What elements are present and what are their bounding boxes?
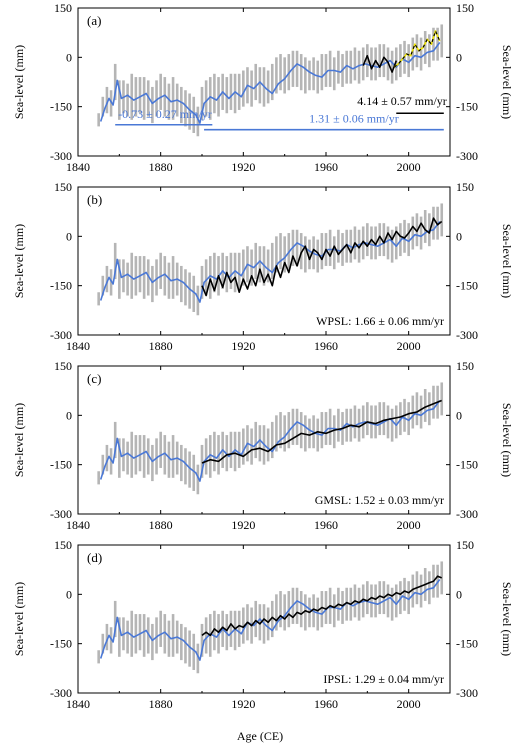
y-axis-title: Sea-level (mm): [12, 224, 26, 298]
y-axis-title-right: Sea-level (mm): [500, 403, 514, 477]
y-tick-label-right: 0: [456, 229, 462, 243]
y-tick-label: -300: [50, 149, 72, 163]
tide-gauge-line: [201, 399, 442, 464]
reconstruction-line: [99, 221, 441, 303]
x-tick-label: 1840: [66, 518, 90, 532]
x-tick-label: 2000: [397, 697, 421, 711]
x-tick-label: 2000: [397, 518, 421, 532]
y-tick-label-right: -300: [456, 149, 478, 163]
plot-frame: [77, 7, 451, 157]
y-tick-label-right: -150: [456, 279, 478, 293]
y-tick-label: 150: [54, 1, 72, 15]
x-tick-label: 1920: [231, 518, 255, 532]
x-tick-label: 1880: [149, 697, 173, 711]
y-tick-label: 0: [66, 50, 72, 64]
reconstruction-line: [99, 400, 441, 482]
rate-label: WPSL: 1.66 ± 0.06 mm/yr: [316, 314, 444, 328]
x-tick-label: 1880: [149, 518, 173, 532]
panel-label: (a): [87, 13, 101, 28]
panel-label: (c): [87, 371, 101, 386]
y-tick-label-right: 0: [456, 408, 462, 422]
y-tick-label: 150: [54, 359, 72, 373]
panel-c: 1840 1880 1920 1960 2000 -300 -300 -150 -150 0 0 15…: [12, 359, 514, 532]
x-tick-label: 1920: [231, 339, 255, 353]
x-tick-label: 1960: [314, 518, 338, 532]
y-tick-label-right: -300: [456, 507, 478, 521]
y-tick-label: 0: [66, 408, 72, 422]
tide-gauge-line: [201, 217, 443, 297]
tide-gauge-line: [362, 54, 398, 73]
y-tick-label: 0: [66, 229, 72, 243]
panel-label: (d): [87, 550, 102, 565]
panel-label: (b): [87, 192, 102, 207]
y-tick-label-right: -150: [456, 637, 478, 651]
y-tick-label: -150: [50, 458, 72, 472]
altimetry-dash-line: [393, 29, 441, 68]
y-tick-label: -300: [50, 328, 72, 342]
y-tick-label-right: -150: [456, 458, 478, 472]
rate-label: GMSL: 1.52 ± 0.03 mm/yr: [315, 493, 444, 507]
panel-a: 1840 1880 1920 1960 2000 -300 -300 -150 -150 0 0 15…: [12, 1, 514, 174]
y-axis-title: Sea-level (mm): [12, 403, 26, 477]
tide-gauge-line: [201, 575, 443, 637]
y-tick-label-right: 150: [456, 538, 474, 552]
reconstruction-line: [99, 579, 441, 661]
y-tick-label: -150: [50, 100, 72, 114]
y-tick-label: 150: [54, 538, 72, 552]
panel-b: 1840 1880 1920 1960 2000 -300 -300 -150 -150 0 0 15…: [12, 180, 514, 353]
y-tick-label-right: -300: [456, 328, 478, 342]
rate-label: IPSL: 1.29 ± 0.04 mm/yr: [323, 672, 444, 686]
x-tick-label: 1960: [314, 697, 338, 711]
x-tick-label: 2000: [397, 339, 421, 353]
y-axis-title: Sea-level (mm): [12, 45, 26, 119]
x-tick-label: 1920: [231, 697, 255, 711]
y-tick-label-right: 0: [456, 50, 462, 64]
y-tick-label: 150: [54, 180, 72, 194]
panel-d: 1840 1880 1920 1960 2000 -300 -300 -150 -150 0 0 15…: [12, 538, 514, 711]
y-tick-label-right: -150: [456, 100, 478, 114]
x-tick-label: 1880: [149, 160, 173, 174]
y-axis-title: Sea-level (mm): [12, 582, 26, 656]
plot-frame: [77, 365, 451, 515]
y-tick-label-right: 150: [456, 359, 474, 373]
y-tick-label: -300: [50, 686, 72, 700]
y-tick-label: -300: [50, 507, 72, 521]
x-tick-label: 1840: [66, 339, 90, 353]
y-axis-title-right: Sea-level (mm): [500, 582, 514, 656]
y-tick-label: 0: [66, 587, 72, 601]
y-tick-label-right: -300: [456, 686, 478, 700]
x-tick-label: 1880: [149, 339, 173, 353]
y-tick-label-right: 0: [456, 587, 462, 601]
rate-label: 1.31 ± 0.06 mm/yr: [309, 112, 399, 126]
y-axis-title-right: Sea-level (mm): [500, 45, 514, 119]
rate-label: -0.73 ± 0.27 mm/yr: [118, 107, 212, 121]
x-tick-label: 1960: [314, 160, 338, 174]
y-tick-label-right: 150: [456, 1, 474, 15]
plot-frame: [77, 186, 451, 336]
plot-frame: [77, 544, 451, 694]
rate-label: 4.14 ± 0.57 mm/yr: [357, 94, 447, 108]
x-tick-label: 1920: [231, 160, 255, 174]
y-tick-label: -150: [50, 637, 72, 651]
y-tick-label: -150: [50, 279, 72, 293]
y-tick-label-right: 150: [456, 180, 474, 194]
x-tick-label: 1840: [66, 697, 90, 711]
y-axis-title-right: Sea-level (mm): [500, 224, 514, 298]
x-tick-label: 2000: [397, 160, 421, 174]
x-axis-label: Age (CE): [237, 729, 283, 743]
x-tick-label: 1960: [314, 339, 338, 353]
x-tick-label: 1840: [66, 160, 90, 174]
